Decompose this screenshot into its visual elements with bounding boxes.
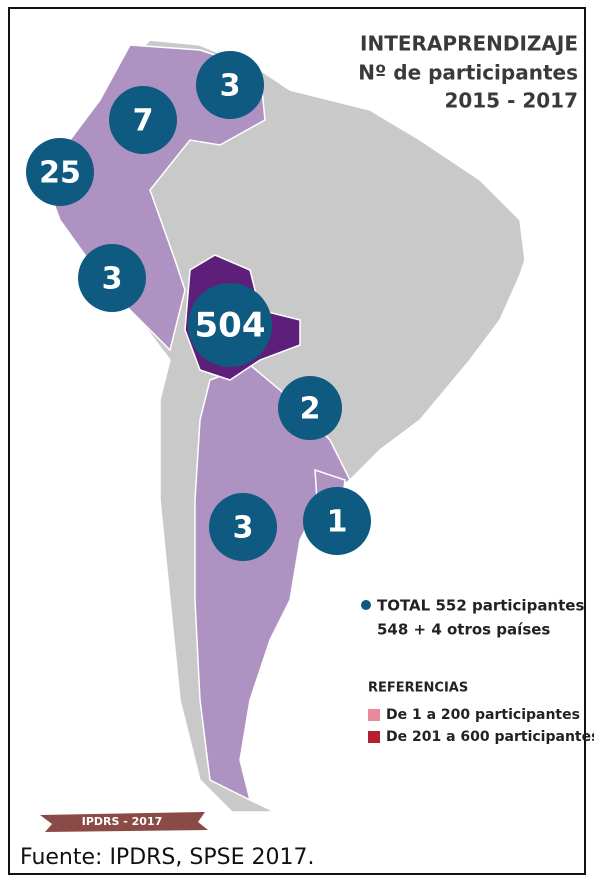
bubble	[196, 51, 264, 119]
source: Fuente: IPDRS, SPSE 2017.	[20, 845, 314, 870]
bubbles: 3 7 25 3 504 2 3 1	[26, 51, 371, 561]
badge-stroke	[40, 812, 208, 832]
bubble	[109, 86, 177, 154]
bubble-label: 3	[102, 262, 123, 297]
legend: De 1 a 200 participantes De 201 a 600 par…	[368, 707, 594, 745]
title-line: INTERAPRENDIZAJE	[360, 32, 578, 56]
legend-swatch	[368, 731, 380, 743]
total-text: 548 + 4 otros países	[377, 621, 550, 639]
bubble-label: 1	[327, 505, 348, 540]
legend-label: De 201 a 600 participantes	[386, 729, 594, 745]
total-dot	[361, 600, 371, 610]
bubble-label: 7	[133, 104, 154, 139]
bubble	[303, 487, 371, 555]
total-text: TOTAL 552 participantes	[377, 597, 584, 615]
legend-label: De 1 a 200 participantes	[386, 707, 580, 723]
bubble	[78, 244, 146, 312]
title-line: 2015 - 2017	[444, 89, 578, 113]
bubble	[209, 493, 277, 561]
bubble	[26, 138, 94, 206]
legend-title: REFERENCIAS	[368, 681, 468, 696]
bubble	[278, 376, 342, 440]
bubble-label: 25	[39, 156, 81, 191]
bubble-label: 504	[195, 306, 266, 346]
bubble	[188, 283, 272, 367]
bubble-label: 3	[233, 511, 254, 546]
bubble-label: 2	[300, 392, 321, 427]
bubble-label: 3	[220, 69, 241, 104]
title-line: Nº de participantes	[358, 61, 578, 85]
badge: IPDRS - 2017	[82, 815, 163, 828]
frame	[8, 7, 586, 875]
legend-swatch	[368, 709, 380, 721]
